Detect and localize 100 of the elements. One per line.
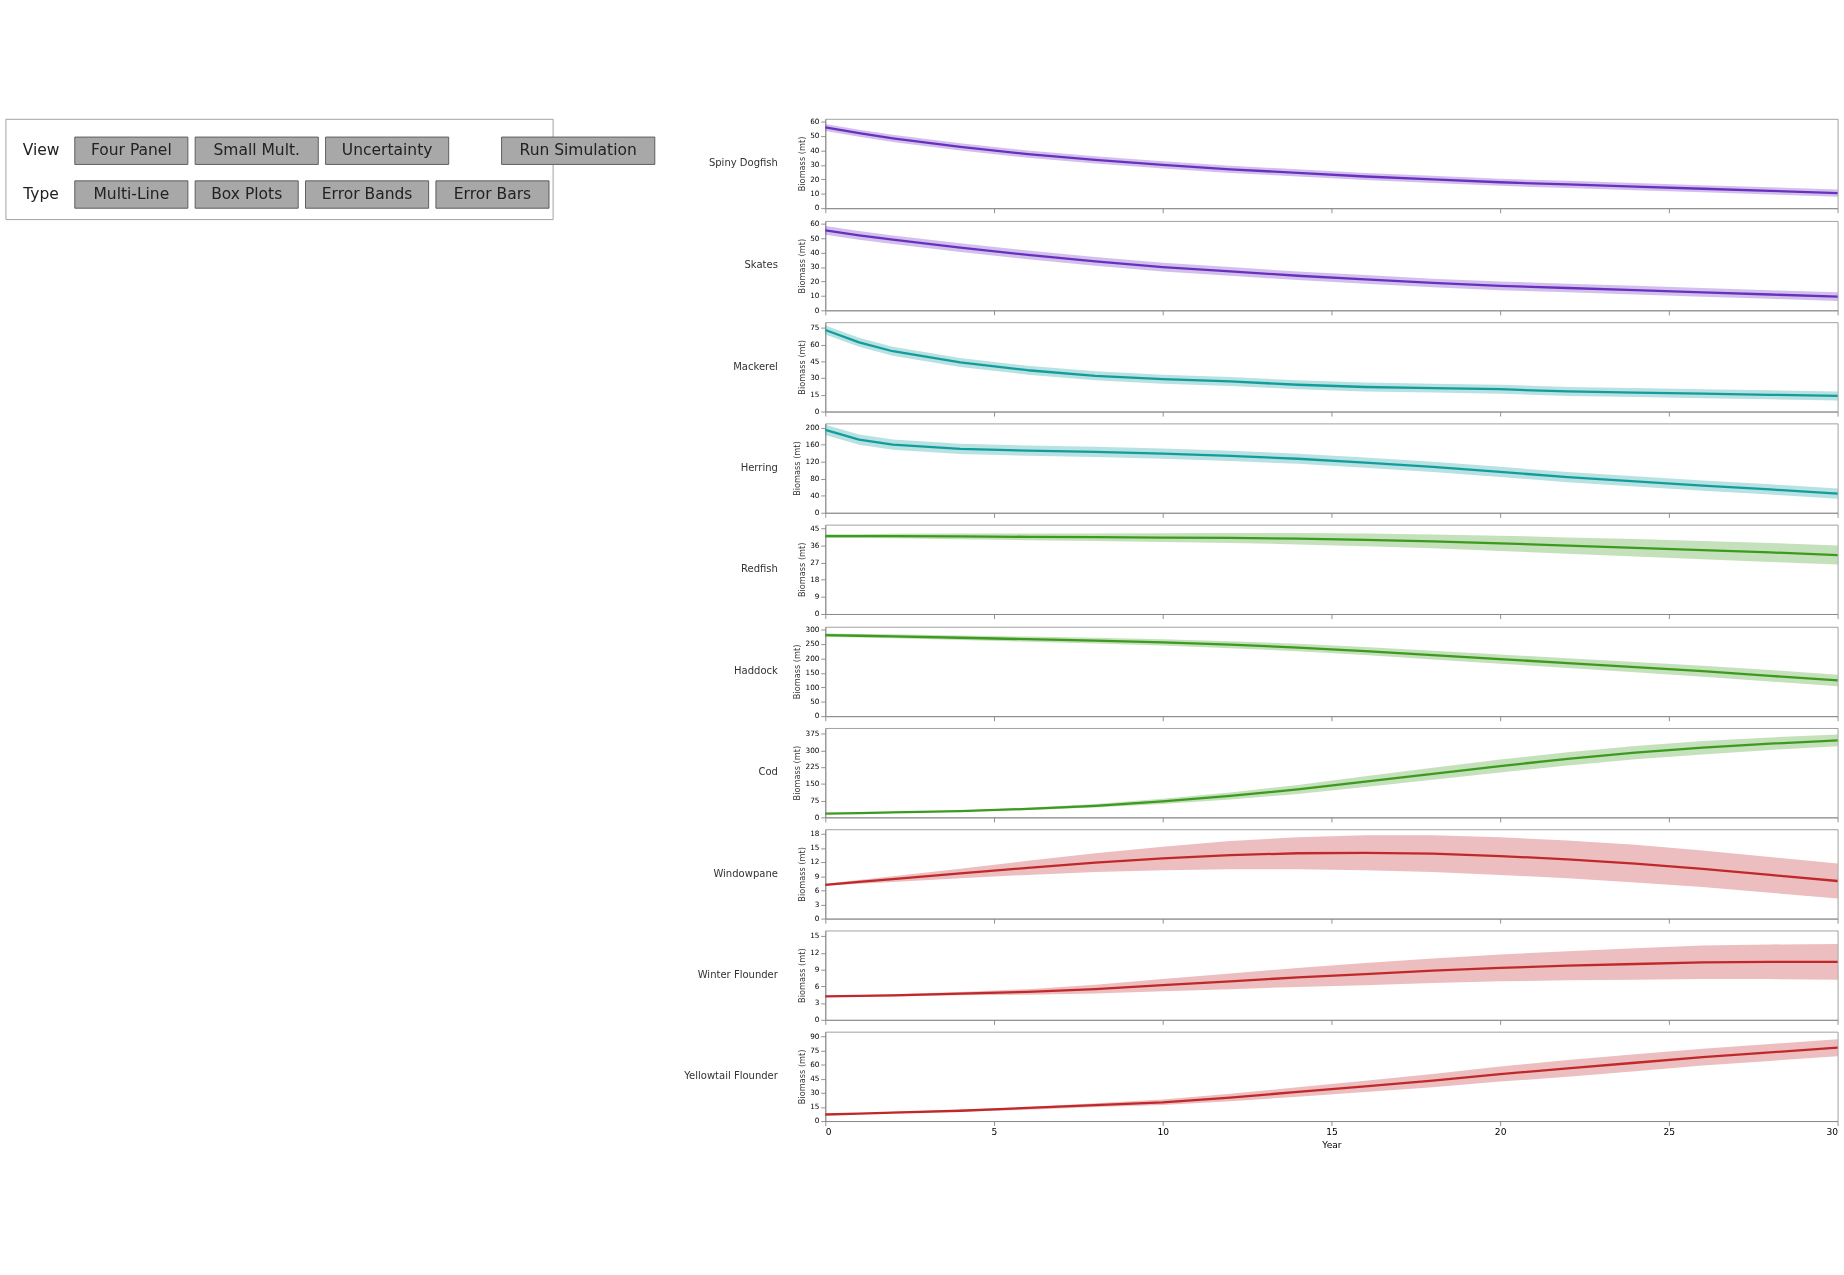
- text: Mackerel: [733, 360, 778, 372]
- y-tick-label: 18: [810, 829, 820, 839]
- y-tick-label: 150: [805, 668, 820, 678]
- y-axis-title: Biomass (mt): [792, 441, 803, 496]
- text: Multi-Line: [93, 185, 170, 204]
- x-tick-label: 30: [1826, 1127, 1839, 1138]
- y-tick-label: 120: [805, 457, 820, 467]
- y-tick-label: 6: [814, 885, 820, 895]
- text: Error Bands: [321, 185, 413, 204]
- y-tick-label: 50: [810, 233, 820, 243]
- y-tick-label: 375: [805, 728, 820, 738]
- y-tick-label: 0: [814, 609, 820, 619]
- y-tick-label: 100: [805, 682, 820, 692]
- y-tick-label: 45: [810, 1074, 820, 1084]
- x-tick-label: 25: [1663, 1127, 1676, 1138]
- y-tick-label: 0: [814, 711, 820, 721]
- y-axis-title: Biomass (mt): [796, 847, 807, 902]
- y-tick-label: 75: [810, 323, 820, 333]
- x-tick-label: 0: [825, 1127, 832, 1138]
- y-tick-label: 150: [805, 779, 820, 789]
- y-axis-title: Biomass (mt): [792, 745, 803, 801]
- y-tick-label: 30: [810, 160, 820, 170]
- y-tick-label: 75: [810, 1045, 820, 1055]
- y-tick-label: 40: [810, 247, 820, 257]
- y-tick-label: 30: [810, 262, 820, 272]
- y-tick-label: 20: [810, 174, 820, 184]
- y-tick-label: 9: [814, 592, 820, 602]
- text: Herring: [740, 461, 778, 473]
- text: View: [22, 141, 60, 160]
- y-tick-label: 3: [814, 998, 820, 1008]
- x-axis-title: Year: [1321, 1139, 1342, 1150]
- text: Yellowtail Flounder: [683, 1070, 779, 1082]
- y-tick-label: 12: [810, 857, 820, 867]
- y-tick-label: 40: [810, 491, 820, 501]
- y-tick-label: 12: [810, 948, 820, 958]
- y-tick-label: 45: [810, 356, 820, 366]
- y-axis-title: Biomass (mt): [796, 238, 807, 294]
- y-tick-label: 15: [810, 931, 820, 941]
- y-tick-label: 200: [805, 653, 820, 663]
- y-tick-label: 200: [805, 422, 820, 432]
- y-tick-label: 60: [810, 339, 820, 349]
- y-tick-label: 9: [814, 871, 820, 881]
- line-series: [824, 960, 1839, 998]
- y-tick-label: 15: [810, 1102, 820, 1112]
- y-tick-label: 20: [810, 276, 820, 286]
- y-tick-label: 30: [810, 373, 820, 383]
- y-tick-label: 0: [814, 913, 820, 923]
- y-tick-label: 0: [814, 812, 820, 822]
- line-series: [824, 534, 1839, 557]
- x-tick-label: 15: [1326, 1127, 1338, 1138]
- y-tick-label: 0: [814, 1116, 820, 1126]
- y-tick-label: 45: [810, 523, 820, 533]
- y-tick-label: 250: [805, 639, 820, 649]
- y-axis-title: Biomass (mt): [792, 644, 803, 700]
- x-tick-label: 20: [1494, 1127, 1507, 1138]
- y-tick-label: 15: [810, 843, 820, 853]
- x-tick-label: 10: [1157, 1127, 1170, 1138]
- y-tick-label: 6: [814, 981, 820, 991]
- y-tick-label: 40: [810, 145, 820, 155]
- y-tick-label: 36: [810, 540, 820, 550]
- y-axis-title: Biomass (mt): [796, 542, 807, 598]
- y-tick-label: 10: [810, 291, 820, 301]
- y-tick-label: 0: [814, 1015, 820, 1025]
- y-tick-label: 225: [805, 762, 820, 772]
- text: Error Bars: [453, 185, 532, 204]
- y-tick-label: 90: [810, 1031, 820, 1041]
- line-series: [824, 851, 1839, 886]
- text: Skates: [744, 259, 778, 271]
- y-tick-label: 75: [810, 795, 820, 805]
- y-tick-label: 60: [810, 117, 820, 126]
- x-tick-label: 5: [991, 1127, 998, 1138]
- y-axis-title: Biomass (mt): [796, 340, 807, 395]
- y-tick-label: 60: [810, 1059, 820, 1069]
- y-tick-label: 60: [810, 219, 820, 229]
- y-tick-label: 0: [814, 305, 820, 315]
- text: Windowpane: [713, 867, 778, 879]
- text: Haddock: [734, 665, 779, 677]
- y-tick-label: 80: [810, 474, 820, 484]
- y-tick-label: 18: [810, 575, 820, 585]
- text: Uncertainty: [341, 141, 433, 160]
- y-tick-label: 3: [814, 899, 820, 909]
- y-tick-label: 15: [810, 390, 820, 400]
- text: Winter Flounder: [697, 968, 779, 980]
- y-axis-title: Biomass (mt): [796, 136, 807, 192]
- y-tick-label: 300: [805, 745, 820, 755]
- text: Spiny Dogfish: [708, 157, 778, 169]
- text: Type: [22, 185, 59, 204]
- text: Box Plots: [211, 185, 283, 204]
- y-tick-label: 10: [810, 189, 820, 199]
- text: Small Mult.: [213, 141, 300, 160]
- text: Cod: [758, 766, 778, 778]
- y-tick-label: 160: [805, 439, 820, 449]
- text: Four Panel: [90, 141, 172, 160]
- text: Run Simulation: [519, 141, 637, 160]
- y-tick-label: 50: [810, 697, 820, 707]
- y-tick-label: 27: [810, 557, 820, 567]
- y-tick-label: 0: [814, 406, 820, 416]
- y-axis-title: Biomass (mt): [796, 948, 807, 1003]
- y-tick-label: 300: [805, 624, 820, 634]
- y-axis-title: Biomass (mt): [796, 1049, 807, 1105]
